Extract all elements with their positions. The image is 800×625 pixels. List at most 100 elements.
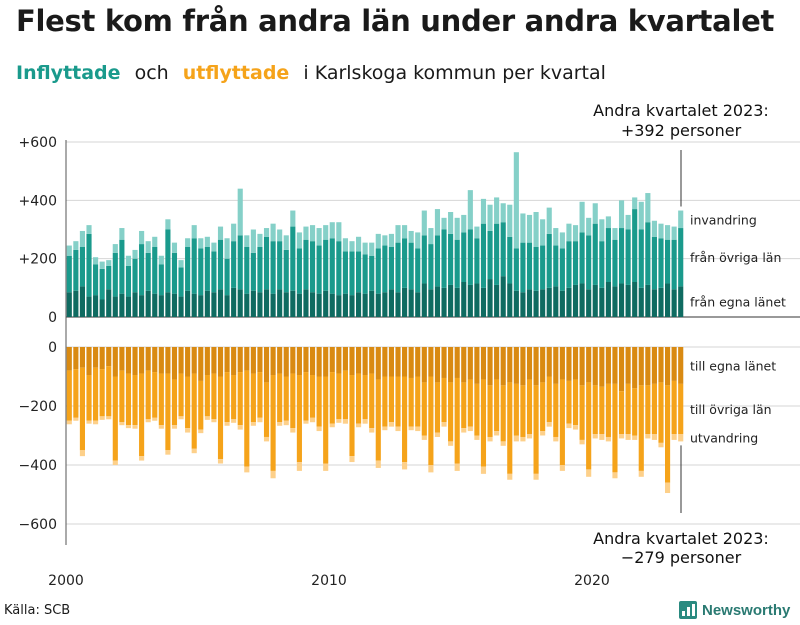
bar-in-immigration bbox=[79, 230, 85, 247]
bar-out-local bbox=[461, 347, 467, 383]
y-tick-label-upper: +200 bbox=[19, 252, 57, 268]
bar-in-regional bbox=[356, 251, 362, 293]
bar-out-local bbox=[198, 347, 204, 381]
bar-out-regional bbox=[513, 383, 519, 436]
source-note: Källa: SCB bbox=[4, 603, 71, 618]
bar-in-immigration bbox=[434, 209, 441, 236]
series-label-lower: utvandring bbox=[690, 431, 758, 446]
bar-out-local bbox=[487, 347, 493, 386]
bar-out-regional bbox=[309, 375, 316, 418]
bar-in-local bbox=[165, 292, 171, 317]
bar-in-regional bbox=[257, 247, 263, 293]
bar-in-local bbox=[316, 293, 322, 317]
bar-out-emigration bbox=[494, 431, 500, 436]
bar-in-local bbox=[224, 295, 230, 318]
bar-in-immigration bbox=[270, 223, 276, 242]
bar-out-regional bbox=[658, 382, 664, 443]
bar-in-local bbox=[618, 283, 625, 317]
bar-out-local bbox=[402, 347, 408, 377]
bar-in-local bbox=[139, 295, 145, 318]
bar-out-regional bbox=[434, 382, 441, 433]
bar-in-regional bbox=[93, 264, 99, 296]
bar-in-regional bbox=[638, 229, 644, 288]
bar-in-regional bbox=[553, 245, 559, 287]
bar-out-regional bbox=[224, 372, 230, 423]
bar-in-regional bbox=[303, 239, 309, 290]
bar-out-regional bbox=[599, 386, 605, 435]
bar-in-regional bbox=[152, 247, 158, 294]
bar-in-immigration bbox=[237, 188, 243, 236]
bar-in-local bbox=[79, 286, 85, 318]
bar-in-immigration bbox=[586, 217, 592, 236]
bar-in-regional bbox=[605, 228, 611, 282]
bar-out-local bbox=[185, 347, 191, 377]
bar-in-local bbox=[132, 292, 138, 317]
bar-out-local bbox=[382, 347, 388, 377]
bar-out-emigration bbox=[323, 463, 329, 471]
bar-out-emigration bbox=[540, 431, 546, 436]
bar-out-local bbox=[592, 347, 598, 386]
bar-in-regional bbox=[171, 252, 178, 294]
bar-out-regional bbox=[296, 375, 302, 463]
bar-in-regional bbox=[467, 229, 473, 285]
bar-in-regional bbox=[520, 242, 526, 293]
bar-out-emigration bbox=[171, 425, 178, 429]
bar-in-local bbox=[106, 289, 112, 317]
bar-in-regional bbox=[119, 239, 125, 294]
bar-out-local bbox=[566, 347, 572, 381]
bar-out-emigration bbox=[645, 434, 651, 439]
bar-out-regional bbox=[204, 375, 210, 417]
bar-out-emigration bbox=[198, 429, 204, 434]
bar-out-local bbox=[152, 347, 158, 373]
bar-in-local bbox=[428, 289, 434, 317]
bar-in-regional bbox=[507, 236, 513, 284]
bar-out-emigration bbox=[336, 419, 342, 423]
bar-out-local bbox=[671, 347, 677, 381]
bar-out-emigration bbox=[454, 463, 460, 471]
bar-out-local bbox=[546, 347, 552, 377]
bar-in-local bbox=[152, 293, 158, 317]
bar-out-local bbox=[309, 347, 316, 376]
bar-out-regional bbox=[191, 373, 197, 449]
bar-in-local bbox=[592, 284, 598, 317]
bar-in-immigration bbox=[73, 241, 79, 250]
bar-out-local bbox=[290, 347, 296, 374]
bar-out-emigration bbox=[487, 436, 493, 442]
bar-out-regional bbox=[467, 379, 473, 427]
bar-in-regional bbox=[66, 255, 72, 293]
y-tick-label-upper: +400 bbox=[19, 193, 57, 209]
bar-out-regional bbox=[678, 383, 684, 435]
x-tick-label: 2020 bbox=[574, 573, 610, 589]
bar-in-regional bbox=[86, 233, 92, 297]
brand-name: Newsworthy bbox=[702, 601, 791, 619]
bar-in-local bbox=[158, 295, 164, 318]
bar-out-regional bbox=[217, 376, 224, 460]
bar-out-emigration bbox=[632, 435, 638, 440]
bar-out-emigration bbox=[395, 426, 401, 432]
bar-out-regional bbox=[415, 376, 421, 427]
bar-in-regional bbox=[599, 241, 605, 288]
bar-in-local bbox=[480, 287, 487, 317]
bar-in-regional bbox=[270, 241, 276, 294]
bar-in-immigration bbox=[566, 223, 572, 242]
bar-out-local bbox=[665, 347, 671, 386]
bar-out-regional bbox=[586, 382, 592, 470]
bar-out-emigration bbox=[185, 428, 191, 433]
bar-out-local bbox=[79, 347, 85, 368]
bar-out-local bbox=[119, 347, 125, 371]
subtitle-inflyttade: Inflyttade bbox=[16, 62, 121, 84]
bar-out-emigration bbox=[467, 426, 473, 432]
bar-out-local bbox=[599, 347, 605, 387]
bar-out-local bbox=[283, 347, 289, 377]
bar-out-regional bbox=[553, 383, 559, 437]
bar-out-emigration bbox=[303, 420, 309, 424]
bar-out-regional bbox=[237, 372, 243, 426]
bar-in-regional bbox=[112, 252, 118, 297]
bar-in-local bbox=[572, 284, 579, 317]
bar-out-emigration bbox=[526, 434, 533, 439]
bar-out-regional bbox=[533, 385, 539, 474]
bar-out-regional bbox=[99, 369, 105, 417]
bar-in-local bbox=[533, 290, 539, 317]
bar-in-local bbox=[66, 292, 72, 317]
bar-out-local bbox=[125, 347, 132, 374]
